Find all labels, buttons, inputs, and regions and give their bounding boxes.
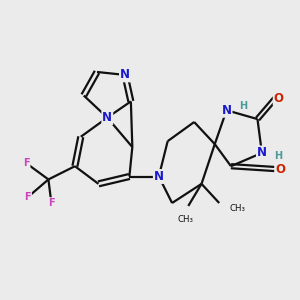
- Text: N: N: [120, 68, 130, 81]
- Text: N: N: [154, 170, 164, 183]
- Text: O: O: [275, 163, 285, 176]
- Text: CH₃: CH₃: [177, 215, 193, 224]
- Text: CH₃: CH₃: [230, 204, 245, 213]
- Text: H: H: [274, 151, 282, 161]
- Text: F: F: [48, 198, 55, 208]
- Text: N: N: [257, 146, 267, 159]
- Text: O: O: [274, 92, 284, 105]
- Text: N: N: [102, 111, 112, 124]
- Text: F: F: [23, 158, 30, 168]
- Text: F: F: [25, 192, 31, 202]
- Text: H: H: [239, 101, 247, 111]
- Text: N: N: [222, 104, 232, 117]
